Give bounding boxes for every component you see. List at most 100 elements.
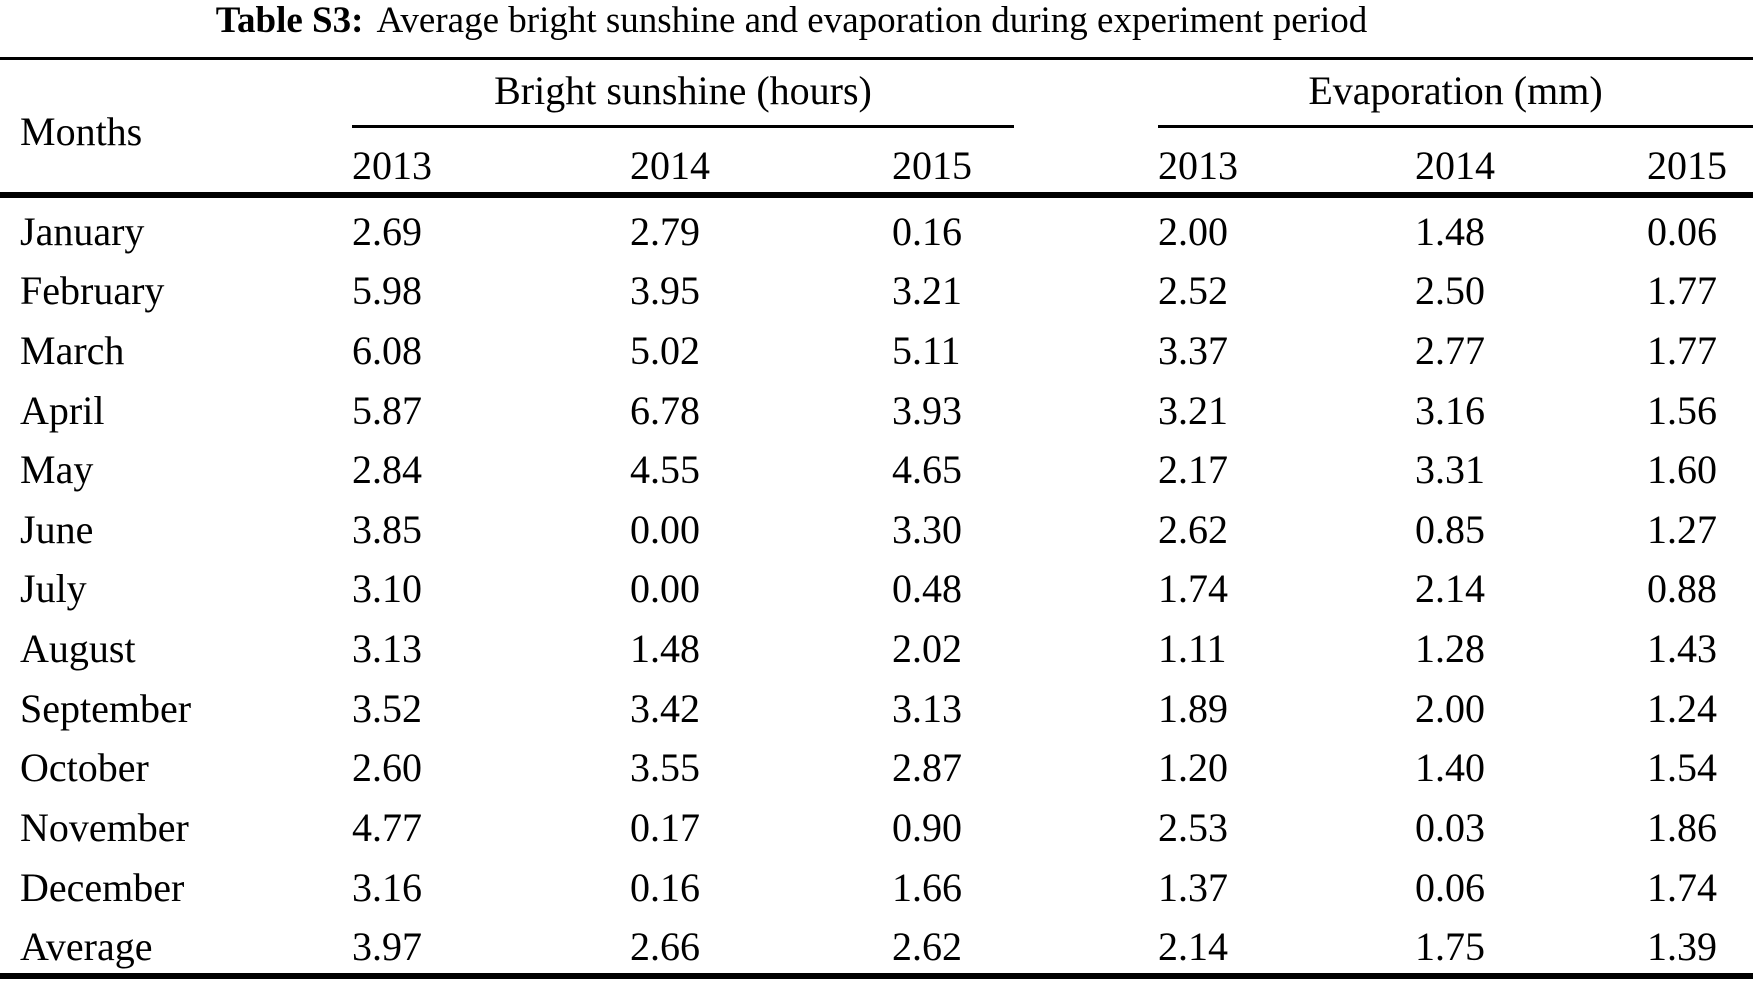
value-cell-ev-2013: 1.11 (1158, 626, 1227, 672)
year-header-ev-2015: 2015 (1647, 143, 1727, 188)
value-cell-bs-2013: 6.08 (352, 328, 422, 374)
value-cell-bs-2014: 2.79 (630, 208, 700, 254)
value-cell-bs-2013: 2.60 (352, 745, 422, 791)
month-cell: November (20, 804, 189, 850)
year-header-bs-2014: 2014 (630, 143, 710, 188)
value-cell-ev-2015: 1.56 (1647, 387, 1717, 433)
value-cell-ev-2015: 0.88 (1647, 566, 1717, 612)
table-row: June 3.85 0.00 3.30 2.62 0.85 1.27 (0, 496, 1753, 556)
value-cell-bs-2014: 3.55 (630, 745, 700, 791)
value-cell-ev-2014: 1.48 (1415, 208, 1485, 254)
value-cell-ev-2014: 1.75 (1415, 924, 1485, 970)
value-cell-bs-2014: 0.17 (630, 804, 700, 850)
table-row: March 6.08 5.02 5.11 3.37 2.77 1.77 (0, 317, 1753, 377)
value-cell-ev-2013: 2.00 (1158, 208, 1228, 254)
table-caption: Table S3: Average bright sunshine and eva… (0, 0, 1583, 44)
value-cell-ev-2014: 2.77 (1415, 328, 1485, 374)
value-cell-ev-2015: 1.86 (1647, 804, 1717, 850)
value-cell-bs-2015: 4.65 (892, 447, 962, 493)
value-cell-ev-2014: 3.31 (1415, 447, 1485, 493)
value-cell-ev-2013: 2.52 (1158, 268, 1228, 314)
value-cell-ev-2013: 2.53 (1158, 804, 1228, 850)
value-cell-bs-2015: 3.13 (892, 685, 962, 731)
value-cell-bs-2015: 5.11 (892, 328, 961, 374)
value-cell-bs-2014: 2.66 (630, 924, 700, 970)
value-cell-ev-2014: 2.14 (1415, 566, 1485, 612)
value-cell-ev-2013: 2.62 (1158, 506, 1228, 552)
value-cell-ev-2013: 1.20 (1158, 745, 1228, 791)
value-cell-bs-2013: 5.87 (352, 387, 422, 433)
value-cell-bs-2015: 0.90 (892, 804, 962, 850)
value-cell-ev-2013: 2.14 (1158, 924, 1228, 970)
value-cell-ev-2014: 2.50 (1415, 268, 1485, 314)
year-header-row: 2013 2014 2015 2013 2014 2015 (0, 140, 1753, 192)
evaporation-underline (1158, 125, 1753, 128)
value-cell-ev-2015: 1.60 (1647, 447, 1717, 493)
value-cell-bs-2013: 3.16 (352, 864, 422, 910)
title-divider-rule (0, 57, 1753, 60)
value-cell-ev-2014: 1.28 (1415, 626, 1485, 672)
value-cell-bs-2015: 0.16 (892, 208, 962, 254)
month-cell: January (20, 208, 145, 254)
year-row-spacer (0, 140, 352, 192)
table-row: April 5.87 6.78 3.93 3.21 3.16 1.56 (0, 377, 1753, 437)
bright-sunshine-underline (352, 125, 1014, 128)
value-cell-bs-2014: 4.55 (630, 447, 700, 493)
value-cell-bs-2015: 3.93 (892, 387, 962, 433)
value-cell-bs-2015: 2.87 (892, 745, 962, 791)
table-row: November 4.77 0.17 0.90 2.53 0.03 1.86 (0, 794, 1753, 854)
value-cell-bs-2014: 5.02 (630, 328, 700, 374)
value-cell-ev-2014: 0.85 (1415, 506, 1485, 552)
value-cell-ev-2015: 1.27 (1647, 506, 1717, 552)
value-cell-bs-2014: 3.42 (630, 685, 700, 731)
table-body: January 2.69 2.79 0.16 2.00 1.48 0.06 Fe… (0, 198, 1753, 973)
table-row-average: Average 3.97 2.66 2.62 2.14 1.75 1.39 (0, 913, 1753, 973)
value-cell-ev-2015: 1.54 (1647, 745, 1717, 791)
table-caption-text: Average bright sunshine and evaporation … (376, 0, 1368, 41)
value-cell-bs-2013: 4.77 (352, 804, 422, 850)
table-row: October 2.60 3.55 2.87 1.20 1.40 1.54 (0, 734, 1753, 794)
value-cell-bs-2013: 3.10 (352, 566, 422, 612)
value-cell-ev-2015: 1.39 (1647, 924, 1717, 970)
table-row: January 2.69 2.79 0.16 2.00 1.48 0.06 (0, 198, 1753, 258)
value-cell-bs-2014: 0.16 (630, 864, 700, 910)
month-cell: April (20, 387, 105, 433)
year-header-ev-2013: 2013 (1158, 143, 1238, 188)
value-cell-bs-2014: 6.78 (630, 387, 700, 433)
month-cell: December (20, 864, 185, 910)
value-cell-bs-2013: 2.84 (352, 447, 422, 493)
month-cell: Average (20, 924, 153, 970)
value-cell-ev-2014: 0.06 (1415, 864, 1485, 910)
year-header-ev-2014: 2014 (1415, 143, 1495, 188)
value-cell-bs-2014: 1.48 (630, 626, 700, 672)
group-header-bright-sunshine: Bright sunshine (hours) (494, 68, 872, 113)
value-cell-ev-2015: 1.24 (1647, 685, 1717, 731)
table-row: July 3.10 0.00 0.48 1.74 2.14 0.88 (0, 556, 1753, 616)
months-column-header: Months (20, 108, 143, 154)
table-row: December 3.16 0.16 1.66 1.37 0.06 1.74 (0, 854, 1753, 914)
month-cell: March (20, 328, 125, 374)
month-cell: October (20, 745, 149, 791)
group-header-evaporation: Evaporation (mm) (1308, 68, 1603, 113)
value-cell-bs-2013: 3.52 (352, 685, 422, 731)
value-cell-bs-2015: 1.66 (892, 864, 962, 910)
value-cell-bs-2014: 3.95 (630, 268, 700, 314)
month-cell: August (20, 626, 136, 672)
value-cell-bs-2013: 3.97 (352, 924, 422, 970)
header-divider-rule (0, 192, 1753, 198)
value-cell-ev-2015: 1.43 (1647, 626, 1717, 672)
value-cell-ev-2014: 0.03 (1415, 804, 1485, 850)
value-cell-ev-2015: 0.06 (1647, 208, 1717, 254)
value-cell-bs-2013: 3.13 (352, 626, 422, 672)
value-cell-bs-2013: 3.85 (352, 506, 422, 552)
value-cell-bs-2014: 0.00 (630, 506, 700, 552)
value-cell-ev-2014: 1.40 (1415, 745, 1485, 791)
table-row: February 5.98 3.95 3.21 2.52 2.50 1.77 (0, 258, 1753, 318)
value-cell-ev-2015: 1.77 (1647, 268, 1717, 314)
year-header-bs-2015: 2015 (892, 143, 972, 188)
value-cell-bs-2015: 3.21 (892, 268, 962, 314)
value-cell-bs-2013: 2.69 (352, 208, 422, 254)
value-cell-bs-2013: 5.98 (352, 268, 422, 314)
table-caption-label: Table S3: (215, 0, 364, 41)
